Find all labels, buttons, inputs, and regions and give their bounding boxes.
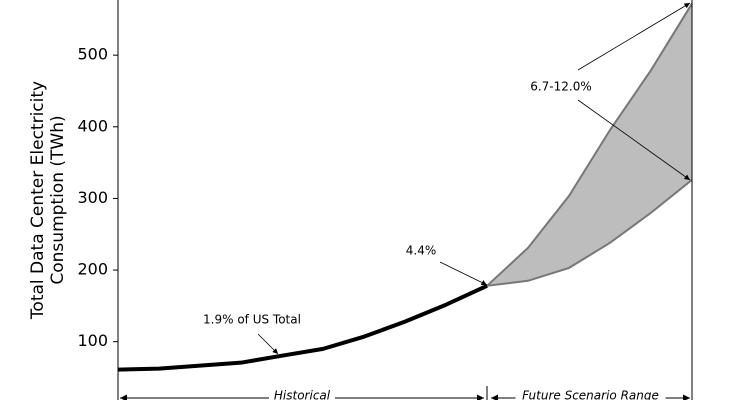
- y-tick-label: 100: [77, 331, 108, 350]
- period-label-bg: [515, 389, 666, 400]
- y-tick-label: 300: [77, 188, 108, 207]
- annotation-arrow: [577, 99, 691, 181]
- annotation-arrow: [257, 333, 279, 355]
- annotation-arrow: [439, 261, 488, 286]
- y-tick-label: 500: [77, 45, 108, 64]
- band-edge-lower: [486, 179, 693, 287]
- historical-line: [117, 284, 488, 372]
- annotation: 4.4%: [406, 244, 437, 258]
- band-edge-upper: [486, 3, 693, 287]
- y-tick-label: 400: [77, 116, 108, 135]
- period-label: Future Scenario Range: [522, 389, 659, 400]
- y-axis-label: Consumption (TWh): [48, 115, 68, 284]
- y-tick-label: 200: [77, 260, 108, 279]
- annotation: 1.9% of US Total: [203, 313, 301, 327]
- scenario-band: [487, 3, 692, 286]
- annotation: 6.7-12.0%: [530, 80, 592, 94]
- period-label: Historical: [274, 389, 331, 400]
- annotation-arrow: [577, 2, 691, 71]
- y-axis-label: Total Data Center Electricity: [28, 81, 48, 320]
- period-label-bg: [269, 389, 335, 400]
